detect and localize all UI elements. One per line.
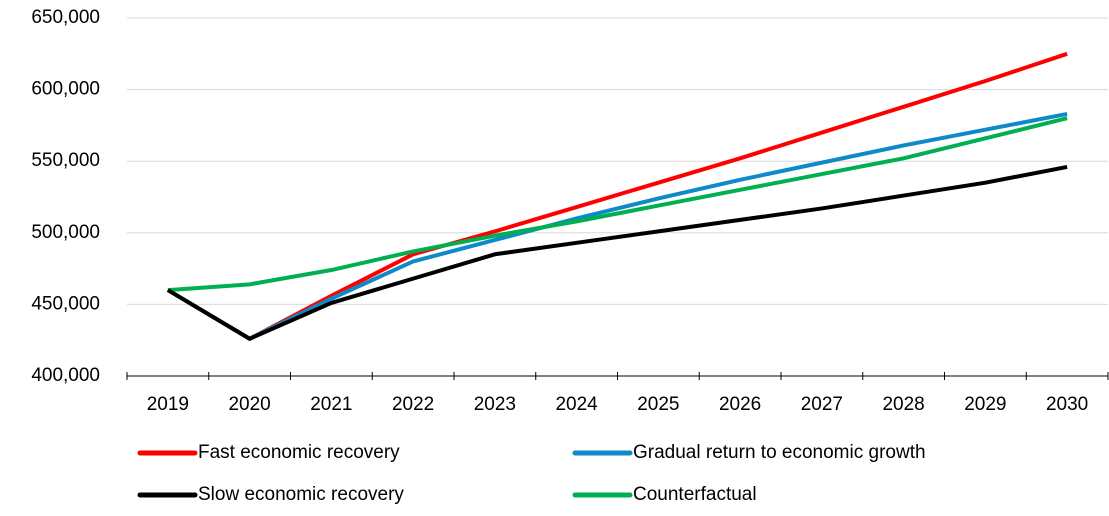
x-tick-label: 2027 <box>801 394 843 415</box>
y-tick-label: 600,000 <box>31 79 100 100</box>
y-tick-label: 650,000 <box>31 7 100 28</box>
y-tick-label: 500,000 <box>31 222 100 243</box>
x-tick-label: 2025 <box>637 394 679 415</box>
x-tick-label: 2026 <box>719 394 761 415</box>
legend-label: Counterfactual <box>633 484 757 505</box>
legend-label: Fast economic recovery <box>198 442 400 463</box>
y-tick-label: 450,000 <box>31 293 100 314</box>
x-tick-label: 2021 <box>310 394 352 415</box>
x-tick-label: 2020 <box>228 394 270 415</box>
x-tick-label: 2023 <box>474 394 516 415</box>
x-tick-label: 2022 <box>392 394 434 415</box>
x-tick-label: 2029 <box>964 394 1006 415</box>
x-tick-label: 2030 <box>1046 394 1088 415</box>
series-line <box>166 51 1068 341</box>
x-tick-label: 2028 <box>882 394 924 415</box>
x-tick-label: 2019 <box>147 394 189 415</box>
series-line <box>167 116 1068 293</box>
series-line <box>166 111 1068 341</box>
y-tick-label: 400,000 <box>31 365 100 386</box>
y-tick-label: 550,000 <box>31 150 100 171</box>
legend-label: Gradual return to economic growth <box>633 442 926 463</box>
x-tick-label: 2024 <box>555 394 598 415</box>
series-line <box>166 164 1068 341</box>
legend-label: Slow economic recovery <box>198 484 404 505</box>
